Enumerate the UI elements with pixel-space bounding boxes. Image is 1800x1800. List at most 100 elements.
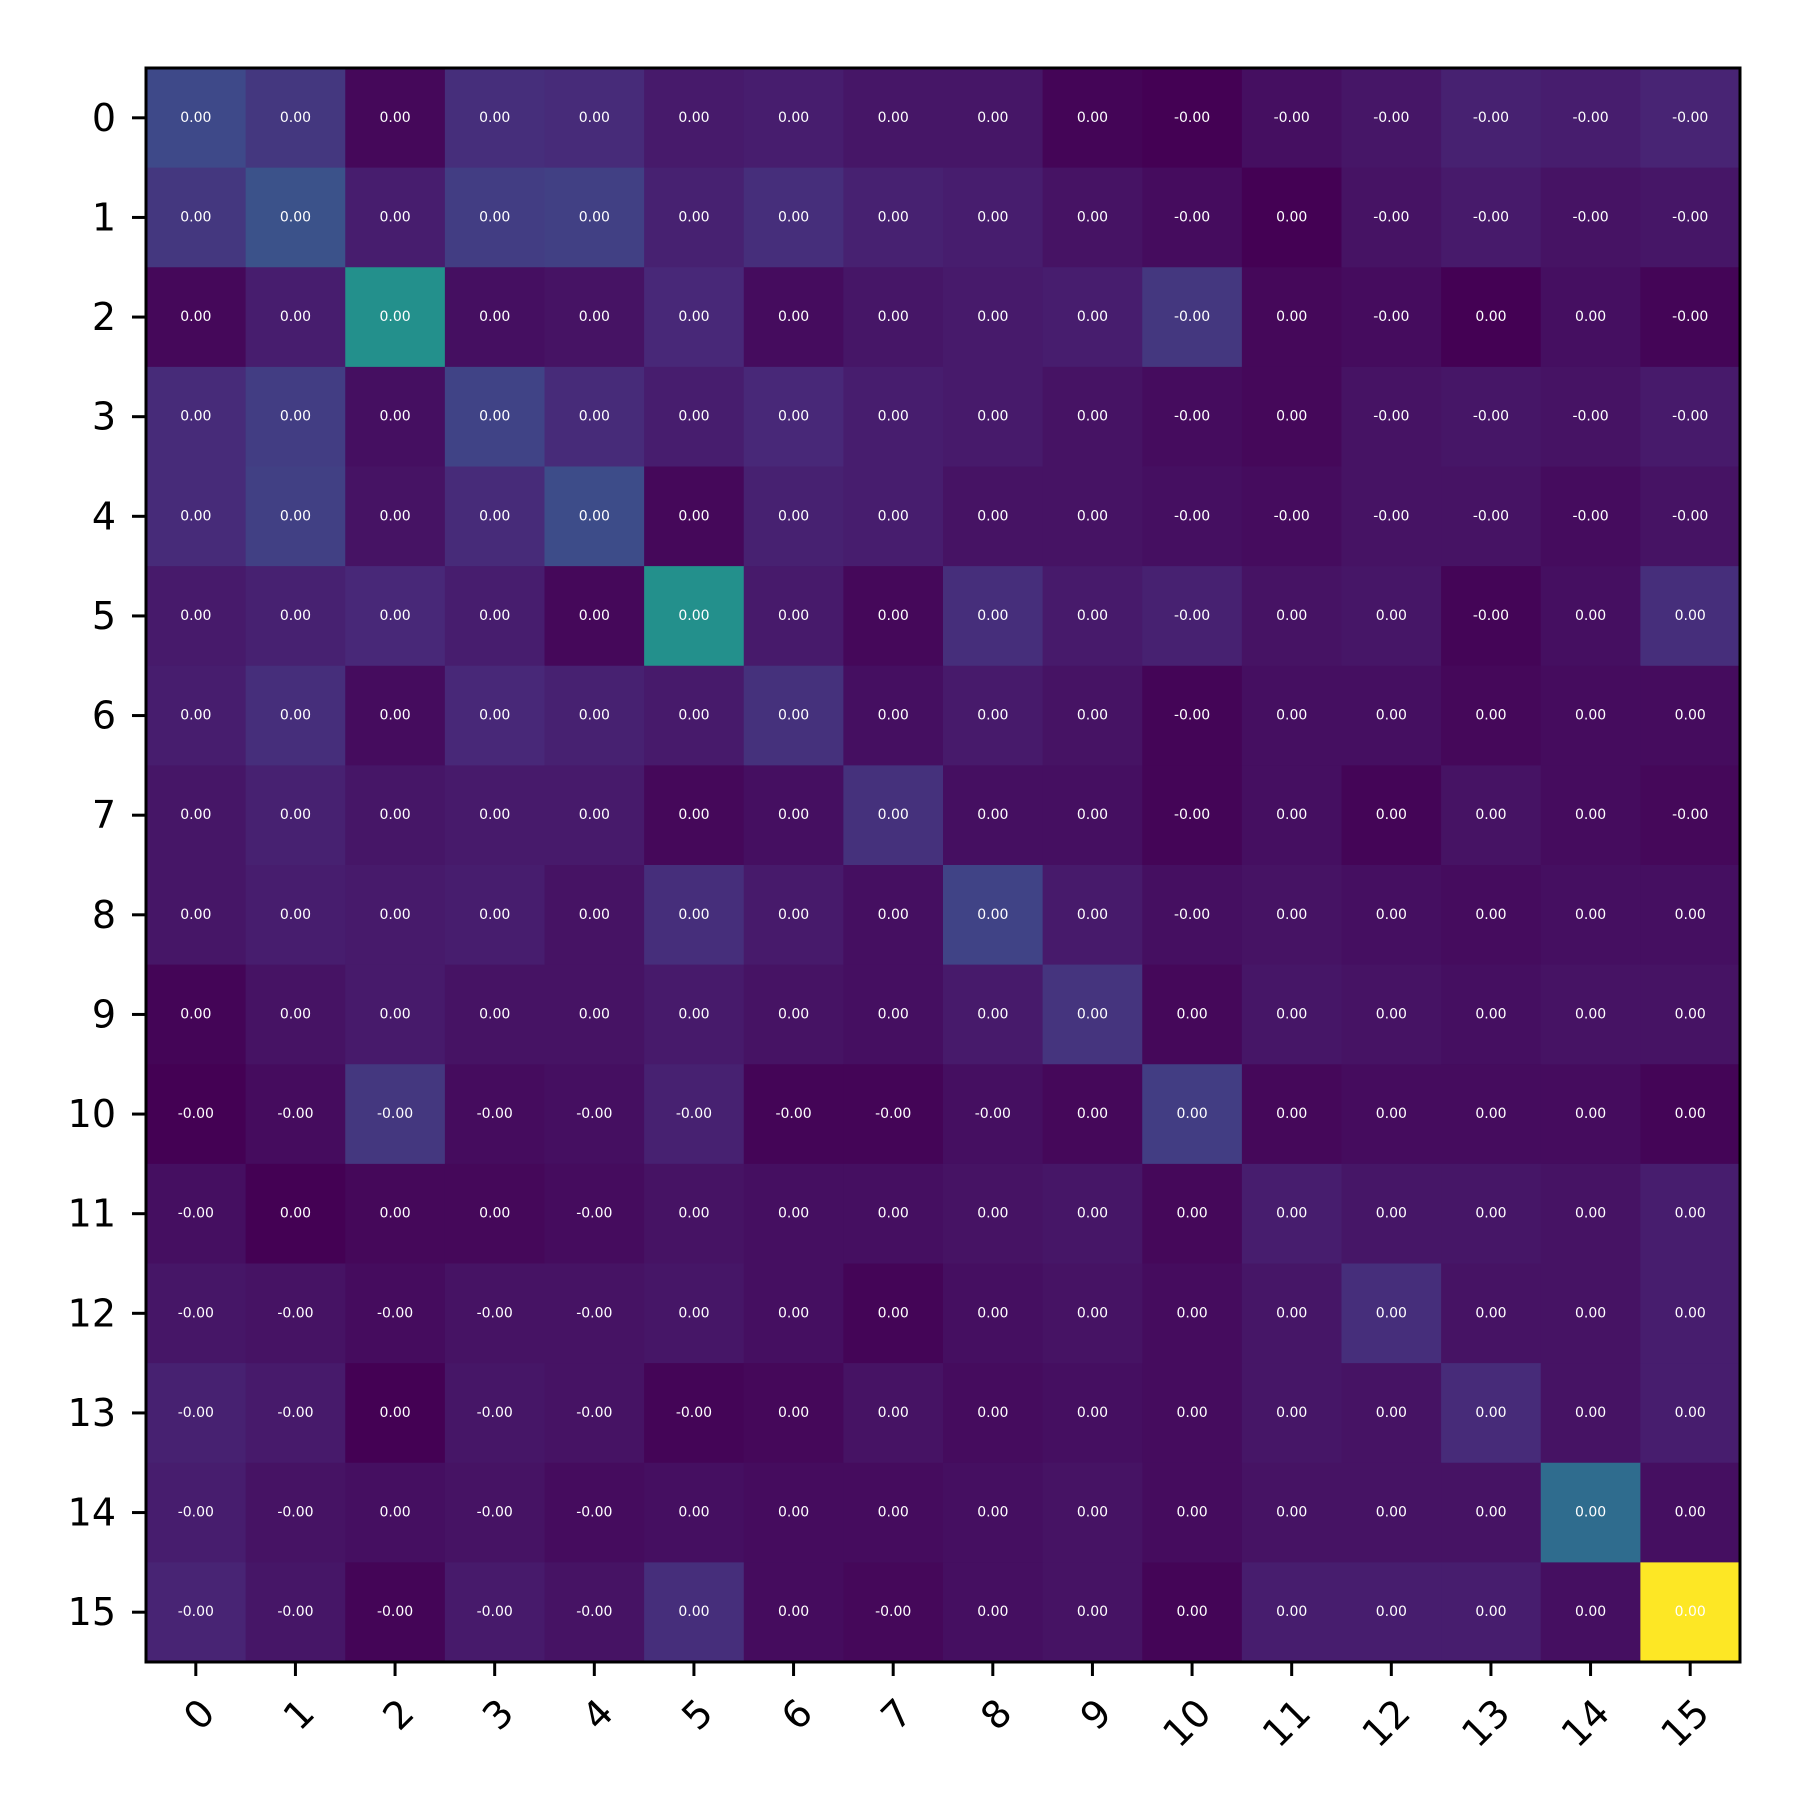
cell-value-label: 0.00 [379,1505,410,1521]
heatmap-cell [544,1163,645,1265]
heatmap-cell [644,1462,745,1563]
heatmap-cell [843,1163,944,1265]
x-tick-label: 3 [474,1690,522,1738]
cell-value-label: -0.00 [277,1505,313,1521]
cell-value-label: 0.00 [1077,508,1108,524]
y-tick-label: 14 [68,1491,116,1535]
cell-value-label: -0.00 [1373,409,1409,425]
heatmap-cell [943,865,1044,966]
cell-value-label: 0.00 [778,1206,809,1222]
heatmap-cell [1540,466,1641,567]
heatmap-cell [146,964,247,1065]
heatmap-cell [146,665,247,766]
cell-value-label: 0.00 [1376,708,1407,724]
heatmap-cell [843,566,944,667]
heatmap-cell [1540,765,1641,866]
cell-value-label: -0.00 [1473,608,1509,624]
heatmap-cell [245,665,346,766]
cell-value-label: -0.00 [178,1106,214,1122]
cell-value-label: 0.00 [1276,708,1307,724]
cell-value-label: 0.00 [1675,708,1706,724]
cell-value-label: 0.00 [1675,1006,1706,1022]
heatmap-cell [1241,1363,1343,1464]
heatmap-cell [345,68,446,169]
y-tick-label: 12 [68,1291,116,1335]
x-tick-label: 0 [175,1690,223,1738]
cell-value-label: 0.00 [977,1405,1008,1421]
heatmap-cell [245,1163,346,1265]
heatmap-cell [544,566,645,667]
cell-value-label: 0.00 [1575,1505,1606,1521]
heatmap-cell [1640,765,1741,866]
heatmap-cell [1441,366,1542,468]
heatmap-cell [444,267,546,368]
heatmap-cell [1341,267,1442,368]
heatmap-cell [245,566,346,667]
heatmap-cell [943,466,1044,567]
cell-value-label: 0.00 [1575,608,1606,624]
heatmap-cell [843,167,944,268]
cell-value-label: 0.00 [379,1405,410,1421]
cell-value-label: 0.00 [778,409,809,425]
cell-value-label: 0.00 [778,708,809,724]
heatmap-cell [345,366,446,468]
heatmap-cell [146,167,247,268]
cell-value-label: 0.00 [1276,1604,1307,1620]
cell-value-label: 0.00 [579,608,610,624]
cell-value-label: 0.00 [579,907,610,923]
cell-value-label: 0.00 [878,1206,909,1222]
heatmap-cell [245,865,346,966]
heatmap-cell [444,1263,546,1364]
heatmap-cell [245,1263,346,1364]
cell-value-label: -0.00 [1174,309,1210,325]
cell-value-label: 0.00 [1475,1006,1506,1022]
heatmap-cell [1441,1462,1542,1563]
heatmap-cell [1540,1163,1641,1265]
y-tick-label: 11 [68,1192,116,1236]
heatmap-cell [644,1163,745,1265]
cell-value-label: -0.00 [1373,110,1409,126]
cell-value-label: 0.00 [579,309,610,325]
cell-value-label: 0.00 [479,508,510,524]
cell-value-label: 0.00 [1276,907,1307,923]
heatmap-cell [743,1064,844,1165]
cell-value-label: -0.00 [1473,409,1509,425]
cell-value-label: -0.00 [1473,209,1509,225]
cell-value-label: -0.00 [1672,309,1708,325]
heatmap-cell [843,865,944,966]
cell-value-label: 0.00 [678,209,709,225]
heatmap-cell [1540,167,1641,268]
heatmap-cell [444,765,546,866]
cell-value-label: 0.00 [1675,1106,1706,1122]
cell-value-label: 0.00 [379,110,410,126]
cell-value-label: 0.00 [1077,409,1108,425]
heatmap-cell [743,1363,844,1464]
heatmap-cell [1042,1064,1143,1165]
cell-value-label: -0.00 [477,1106,513,1122]
cell-value-label: 0.00 [778,309,809,325]
cell-value-label: -0.00 [477,1405,513,1421]
heatmap-cell [1241,566,1343,667]
cell-value-label: -0.00 [277,1106,313,1122]
heatmap-cell [644,366,745,468]
heatmap-cell [544,1462,645,1563]
cell-value-label: -0.00 [1174,708,1210,724]
heatmap-cell [345,1163,446,1265]
cell-value-label: -0.00 [1473,508,1509,524]
cell-value-label: 0.00 [180,1006,211,1022]
heatmap-cell [544,68,645,169]
heatmap-cell [444,665,546,766]
heatmap-cell [743,765,844,866]
cell-value-label: 0.00 [678,309,709,325]
cell-value-label: 0.00 [878,1006,909,1022]
cell-value-label: 0.00 [1276,1305,1307,1321]
heatmap-cell [146,566,247,667]
heatmap-cell [1341,1363,1442,1464]
cell-value-label: 0.00 [977,309,1008,325]
cell-value-label: 0.00 [1176,1604,1207,1620]
cell-value-label: -0.00 [277,1405,313,1421]
y-tick-label: 2 [92,295,116,339]
heatmap-cell [1640,68,1741,169]
heatmap-cell [1441,68,1542,169]
